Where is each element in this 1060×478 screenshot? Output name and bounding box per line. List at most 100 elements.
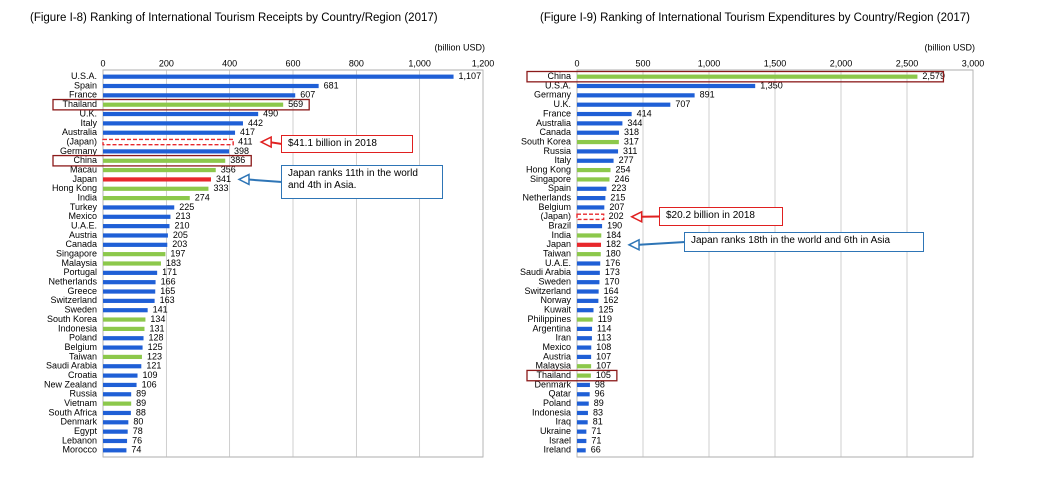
category-label: Iraq [555,417,571,427]
annotation-text: $41.1 billion in 2018 [282,136,412,152]
bar [103,205,175,210]
x-tick-label: 600 [285,58,300,68]
bar [103,438,128,444]
bar [103,111,259,117]
bar [577,224,603,229]
annotation-arrow [636,241,686,246]
highlight-box [526,369,618,382]
bar [577,252,601,257]
value-label: 113 [597,333,611,343]
bar [577,429,587,434]
bar [577,196,606,201]
bar [577,280,600,285]
bar [103,93,296,98]
bar [577,345,592,350]
category-label: Macau [70,164,97,174]
bar [577,448,586,453]
annotation-text: Japan ranks 18th in the world and 6th in… [685,233,923,251]
bar [103,401,132,406]
bar-dashed [102,138,234,146]
category-label: Croatia [68,370,97,380]
category-label: Mexico [542,342,571,352]
value-label: 184 [606,230,621,240]
bar [103,326,145,331]
value-label: 166 [161,277,176,287]
value-label: 442 [248,118,263,128]
category-label: Japan [72,174,97,184]
category-label: Austria [543,351,571,361]
value-label: 171 [162,267,177,277]
bar [103,83,319,89]
value-label: 2,579 [922,71,945,81]
bar [103,270,158,275]
value-label: 356 [221,164,236,174]
bar [103,410,131,416]
bar [103,336,144,341]
value-label: 83 [593,407,603,417]
value-label: 311 [623,146,637,156]
category-label: France [543,108,571,118]
bar [577,354,592,360]
value-label: 203 [172,239,187,249]
bar [577,382,590,388]
x-tick-label: 1,500 [764,58,787,68]
bar [103,102,284,107]
bar [577,410,588,416]
value-label: 341 [216,174,231,184]
category-label: India [551,230,571,240]
bar [577,233,602,238]
category-label: Norway [540,295,571,305]
category-label: Australia [536,118,571,128]
value-label: 210 [175,221,190,231]
category-label: Austria [69,230,97,240]
bar [103,121,243,126]
x-tick-label: 400 [222,58,237,68]
bar [577,74,918,79]
bar [103,158,226,163]
value-label: 183 [166,258,181,268]
bar [577,364,592,369]
value-label: 81 [593,417,603,427]
bar [577,83,756,89]
category-label: Iran [555,333,571,343]
value-label: 108 [596,342,611,352]
annotation-arrow [246,178,283,183]
category-label: Argentina [532,323,571,333]
bar [103,167,216,173]
category-label: Netherlands [48,277,97,287]
value-label: 109 [143,370,158,380]
value-label: 66 [591,445,601,455]
value-label: 123 [147,351,162,361]
value-label: 121 [146,361,161,371]
annotation-arrowhead [237,173,250,186]
category-label: Indonesia [58,323,97,333]
value-label: 318 [624,127,639,137]
highlight-box [526,70,945,83]
value-label: 215 [610,192,625,202]
value-label: 1,350 [760,80,783,90]
bar [577,261,601,266]
bar [103,364,142,369]
category-label: France [69,90,97,100]
category-label: Qatar [548,389,571,399]
category-label: Belgium [538,202,571,212]
value-label: 114 [597,323,611,333]
value-label: 197 [170,249,185,259]
bar [103,373,138,378]
bar [103,382,137,388]
category-label: U.S.A. [545,80,571,90]
x-tick-label: 800 [349,58,364,68]
category-label: Lebanon [62,435,97,445]
annotation-arrowhead [629,210,643,224]
value-label: 207 [609,202,624,212]
bar [577,420,588,425]
bar [103,233,168,238]
category-label: Italy [554,155,571,165]
bar [103,224,170,229]
bar [103,196,190,201]
bar [577,308,594,313]
value-label: 71 [591,426,601,436]
unit-label: (billion USD) [924,42,975,52]
category-label: U.K. [553,99,571,109]
category-label: Denmark [60,417,97,427]
